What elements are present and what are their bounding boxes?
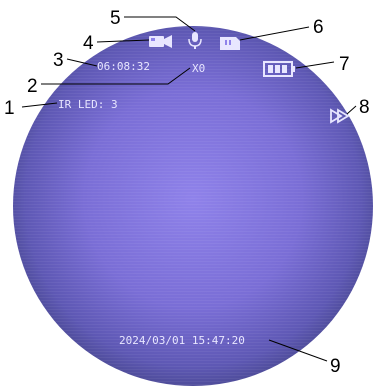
callout-number-1: 1	[4, 98, 15, 119]
leader-line-2	[41, 67, 191, 85]
callout-number-5: 5	[110, 8, 121, 29]
elapsed-time: 06:08:32	[97, 60, 150, 73]
date-time: 2024/03/01 15:47:20	[119, 334, 245, 347]
callout-number-8: 8	[359, 97, 370, 118]
callout-number-9: 9	[330, 356, 341, 377]
leader-line-6	[239, 26, 310, 41]
leader-line-1	[21, 102, 58, 108]
leader-line-5	[124, 16, 196, 32]
callout-number-6: 6	[313, 17, 324, 38]
sd-card-icon	[220, 37, 240, 50]
callout-number-7: 7	[339, 54, 350, 75]
leader-line-3	[66, 58, 98, 67]
callout-number-4: 4	[83, 33, 94, 54]
video-camera-icon	[149, 35, 172, 48]
zoom-level: X0	[192, 62, 205, 75]
leader-line-9	[268, 339, 328, 362]
leader-line-8	[346, 105, 357, 115]
leader-line-4	[96, 39, 150, 43]
microphone-icon	[188, 32, 202, 49]
callout-number-2: 2	[27, 76, 38, 97]
leader-line-7	[295, 61, 335, 69]
ir-led-status: IR LED: 3	[58, 98, 118, 111]
callout-number-3: 3	[53, 50, 64, 71]
callout-leaders	[21, 16, 357, 362]
playback-icon	[330, 108, 350, 124]
battery-icon	[263, 61, 295, 77]
